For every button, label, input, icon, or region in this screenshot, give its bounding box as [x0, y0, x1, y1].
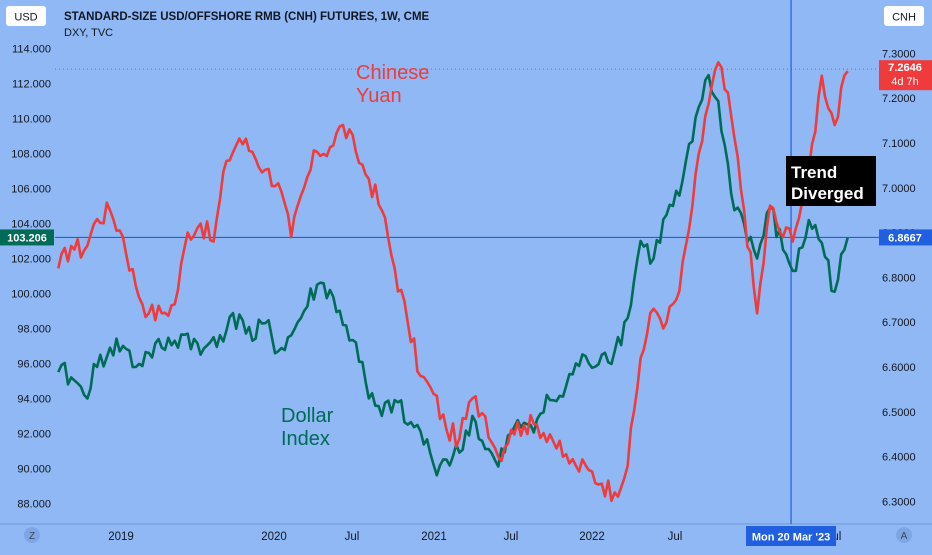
right-axis-tick-label: 6.4000	[882, 452, 916, 464]
annotation-chinese: Chinese	[356, 62, 429, 84]
right-axis-tick-label: 7.0000	[882, 183, 916, 195]
time-axis-tick-label: 2022	[579, 531, 605, 543]
right-axis-tick-label: 6.5000	[882, 407, 916, 419]
left-axis-tick-label: 88.000	[17, 498, 51, 510]
auto-scale-button-label: A	[901, 531, 908, 542]
left-scale-badge[interactable]	[6, 6, 46, 26]
trend-diverged-box	[786, 156, 876, 206]
right-axis-tick-label: 7.1000	[882, 138, 916, 150]
dxy-last-value: 103.206	[7, 232, 47, 244]
right-axis-tick-label: 6.8000	[882, 272, 916, 284]
left-axis-tick-label: 100.000	[11, 288, 51, 300]
crosshair-date: Mon 20 Mar '23	[752, 532, 830, 544]
right-axis-tick-label: 6.6000	[882, 362, 916, 374]
chart-subtitle: DXY, TVC	[64, 27, 113, 39]
left-scale-label: USD	[14, 12, 37, 24]
time-axis-tick-label: 2019	[108, 531, 134, 543]
time-axis-tick-label: 2021	[421, 531, 447, 543]
left-axis-tick-label: 90.000	[17, 463, 51, 475]
chart-title: STANDARD-SIZE USD/OFFSHORE RMB (CNH) FUT…	[64, 11, 430, 23]
right-axis-tick-label: 7.3000	[882, 48, 916, 60]
left-axis-tick-label: 94.000	[17, 393, 51, 405]
crosshair-right-value: 6.8667	[888, 232, 922, 244]
trend-label-line1: Trend	[791, 163, 837, 182]
crosshair-right-value-tag	[879, 229, 932, 246]
left-axis-tick-label: 106.000	[11, 184, 51, 196]
auto-scale-button[interactable]	[896, 527, 912, 543]
left-axis-tick-label: 92.000	[17, 428, 51, 440]
series-cnh-line	[57, 61, 849, 503]
annotation-yuan: Yuan	[356, 85, 402, 107]
cnh-last-value-tag	[879, 60, 932, 91]
left-axis-tick-label: 114.000	[12, 44, 51, 56]
trend-label-line2: Diverged	[791, 184, 864, 203]
time-axis-tick-label: 2020	[261, 531, 287, 543]
annotation-dollar: Dollar	[281, 405, 334, 427]
right-scale-badge[interactable]	[884, 6, 924, 26]
time-axis-tick-label: Jul	[668, 531, 683, 543]
right-axis-tick-label: 7.2000	[882, 93, 916, 105]
right-price-scale[interactable]: 7.30007.20007.10007.00006.90006.80006.70…	[882, 48, 916, 508]
annotation-index: Index	[281, 428, 330, 450]
dxy-last-value-tag	[0, 229, 54, 246]
left-axis-tick-label: 108.000	[11, 149, 51, 161]
time-axis-tick-label: Jul	[345, 531, 360, 543]
right-scale-label: CNH	[892, 12, 916, 24]
zoom-button[interactable]	[24, 527, 40, 543]
cnh-last-value: 7.2646	[888, 62, 922, 74]
left-axis-tick-label: 112.000	[12, 79, 51, 91]
left-axis-tick-label: 96.000	[17, 358, 51, 370]
left-axis-tick-label: 98.000	[17, 323, 51, 335]
left-price-scale[interactable]: 114.000 112.000 110.000 108.000 106.000 104.0…	[11, 44, 51, 511]
time-axis-tick-label: Jul	[504, 531, 519, 543]
left-axis-tick-label: 104.000	[11, 219, 51, 231]
zoom-button-label: Z	[29, 531, 35, 542]
series-dollar-index-line	[57, 73, 849, 477]
time-scale[interactable]: 20192020Jul2021Jul2022JulJul	[108, 531, 841, 543]
left-axis-tick-label: 102.000	[11, 254, 51, 266]
cnh-bar-countdown: 4d 7h	[891, 76, 919, 88]
left-axis-tick-label: 110.000	[12, 114, 51, 126]
right-axis-tick-label: 6.3000	[882, 497, 916, 509]
crosshair-date-tag	[746, 526, 837, 546]
right-axis-tick-label: 6.7000	[882, 317, 916, 329]
